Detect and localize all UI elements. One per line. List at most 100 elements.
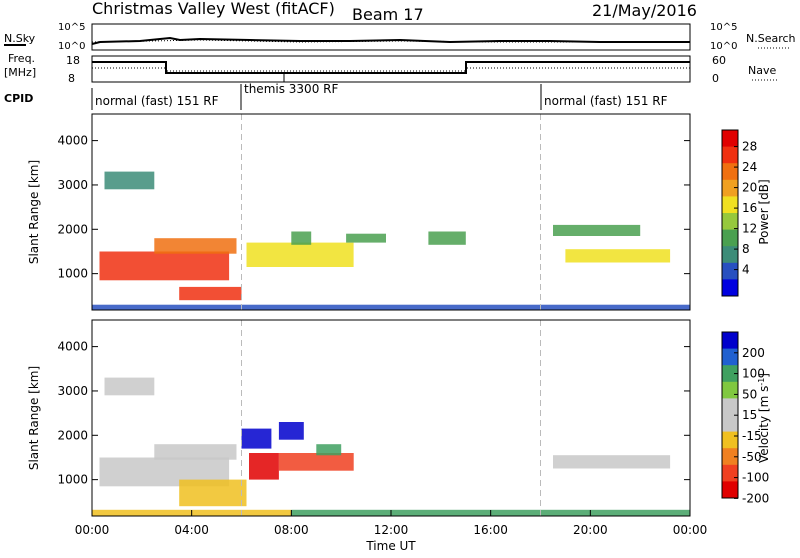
colorbar-frame [721,129,739,297]
heatmap-region-8 [553,224,641,236]
nsearch-label: N.Search [746,32,796,45]
colorbar-tick-label-7: -200 [742,491,769,505]
heatmap-region-4 [291,231,312,245]
velocity-colorbar: 200 100 50 15 -15 -50 -100 -200 [721,331,769,505]
heatmap-region-1 [154,238,237,254]
power-plot-bg [92,114,690,310]
x-tick-label-1: 04:00 [174,523,209,537]
x-tick-label-3: 12:00 [374,523,409,537]
heatmap-region-6 [278,453,354,471]
cpid-segment-1: normal (fast) 151 RF [95,94,219,108]
colorbar-swatch-4 [722,196,738,214]
nsky-trace [91,36,690,45]
x-tick-label-6: 00:00 [673,523,708,537]
colorbar-swatch-4 [722,398,738,416]
heatmap-region-2 [179,479,247,507]
colorbar-tick-label-1: 100 [742,367,765,381]
velocity-xlabel: Time UT [365,539,416,553]
velocity-ylabel: Slant Range [km] [27,366,41,470]
heatmap-region-9 [104,377,155,396]
velocity-y-ticks: 1000 2000 3000 4000 [57,340,690,487]
y-tick-label-0: 1000 [57,473,88,487]
heatmap-region-2 [179,286,242,301]
freq-panel-frame [91,55,691,83]
x-tick-label-4: 16:00 [473,523,508,537]
freq-bottom-tick: 8 [68,72,75,85]
colorbar-swatch-0 [722,130,738,148]
colorbar-tick-label-0: 28 [742,140,757,154]
colorbar-tick-label-2: 50 [742,387,757,401]
heatmap-region-7 [565,249,671,263]
y-tick-label-0: 1000 [57,267,88,281]
nsky-label: N.Sky [4,32,36,45]
power-y-ticks: 1000 2000 3000 4000 [57,134,690,281]
station-title: Christmas Valley West (fitACF) [92,0,335,18]
colorbar-swatch-8 [722,464,738,482]
colorbar-swatch-3 [722,381,738,399]
nsky-top-tick: 10^5 [58,22,85,33]
nave-trace [92,67,690,72]
colorbar-swatch-0 [722,332,738,350]
y-tick-label-2: 3000 [57,384,88,398]
colorbar-tick-label-6: -100 [742,471,769,485]
heatmap-region-8 [553,455,671,469]
heatmap-region-0 [99,251,230,281]
colorbar-swatch-1 [722,348,738,366]
heatmap-region-7 [316,444,342,456]
heatmap-region-4 [278,422,304,440]
cpid-segment-2: themis 3300 RF [244,82,338,96]
x-tick-label-2: 08:00 [274,523,309,537]
heatmap-region-5 [249,453,279,480]
power-colorbar-label: Power [dB] [757,179,771,244]
colorbar-swatch-8 [722,262,738,280]
heatmap-region-3 [241,428,272,449]
colorbar-swatch-1 [722,146,738,164]
colorbar-tick-label-4: 12 [742,222,757,236]
heatmap-region-1 [154,444,237,460]
colorbar-tick-label-2: 20 [742,181,757,195]
freq-top-tick: 18 [66,54,80,67]
colorbar-swatch-6 [722,229,738,247]
heatmap-region-9 [104,171,155,190]
nsearch-top-tick: 10^5 [710,22,737,33]
colorbar-swatch-2 [722,163,738,181]
velocity-colorbar-label-close: ] [757,373,771,378]
power-plot-frame [91,113,691,311]
cpid-label: CPID [4,92,33,105]
date-label: 21/May/2016 [592,1,697,20]
colorbar-swatch-7 [722,448,738,466]
power-time-markers [241,114,541,310]
x-tick-label-5: 20:00 [573,523,608,537]
nsearch-bottom-tick: 10^0 [710,41,737,52]
heatmap-region-6 [428,231,466,245]
velocity-panel: 1000 2000 3000 4000 00:00 04:00 08:00 12:00 16:… [27,319,771,553]
beam-label: Beam 17 [352,5,424,24]
nsky-bottom-tick: 10^0 [58,41,85,52]
y-tick-label-2: 3000 [57,178,88,192]
nave-bottom-tick: 0 [712,72,719,85]
colorbar-swatch-9 [722,481,738,499]
colorbar-swatch-6 [722,431,738,449]
freq-label: Freq. [8,52,35,65]
velocity-time-markers [241,320,541,516]
heatmap-region-10 [92,304,690,310]
colorbar-tick-label-1: 24 [742,160,757,174]
heatmap-region-5 [346,233,386,243]
y-tick-label-1: 2000 [57,428,88,442]
colorbar-tick-label-6: 4 [742,263,750,277]
nave-top-tick: 60 [712,54,726,67]
freq-trace [92,61,690,74]
nsky-panel-frame [91,23,691,51]
velocity-colorbar-label-exp: -1 [757,378,766,386]
colorbar-tick-label-0: 200 [742,346,765,360]
freq-unit: [MHz] [4,66,36,79]
colorbar-swatch-5 [722,415,738,433]
velocity-colorbar-label-text: Velocity [m s [757,386,771,463]
nsearch-trace [91,39,690,43]
cpid-segment-3: normal (fast) 151 RF [544,94,668,108]
colorbar-tick-label-3: 15 [742,408,757,422]
x-tick-label-0: 00:00 [75,523,110,537]
colorbar-tick-label-5: -50 [742,450,762,464]
